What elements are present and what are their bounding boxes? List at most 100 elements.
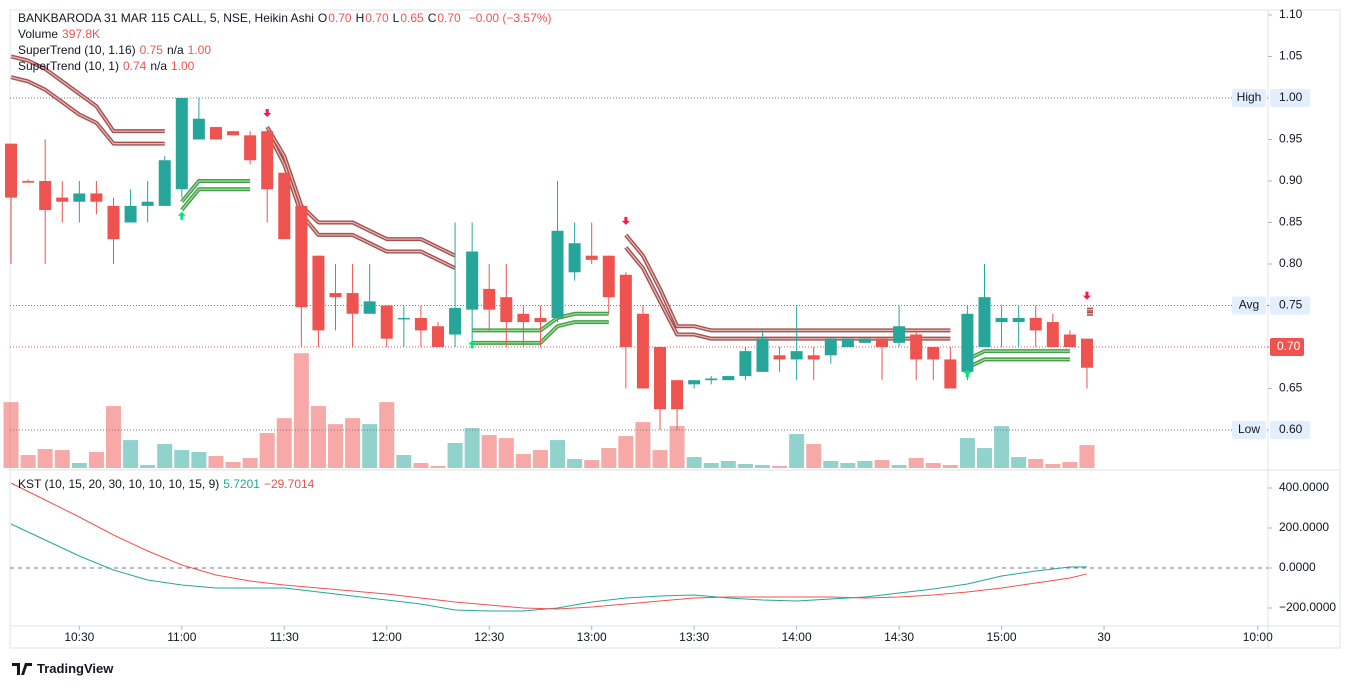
volume-bar xyxy=(1045,464,1061,468)
volume-bar xyxy=(71,462,87,468)
candle-body xyxy=(363,301,376,314)
brand: TradingView xyxy=(12,661,113,676)
volume-bar xyxy=(1079,445,1095,468)
buy-arrow xyxy=(468,340,477,349)
ohlc-value: 0.70 xyxy=(328,11,352,25)
volume-bar xyxy=(532,450,548,468)
candle-body xyxy=(688,380,701,385)
supertrend-value: 1.00 xyxy=(171,59,195,73)
candle-body xyxy=(124,205,137,223)
volume-bar xyxy=(601,448,617,468)
volume-bar xyxy=(789,434,805,468)
candle-body xyxy=(192,118,205,140)
volume-bar xyxy=(840,462,856,468)
volume-bar xyxy=(515,454,531,468)
y-tick-label: 200.0000 xyxy=(1279,520,1329,534)
kst-value: 5.7201 xyxy=(223,477,260,491)
x-tick-label: 15:00 xyxy=(987,630,1017,644)
volume-bar xyxy=(1011,457,1027,468)
volume-bar xyxy=(242,458,258,468)
level-name: Avg xyxy=(1239,298,1259,312)
level-name: High xyxy=(1237,90,1262,104)
level-value: 1.00 xyxy=(1279,90,1303,104)
candle-body xyxy=(927,346,940,360)
candle-body xyxy=(995,317,1008,323)
supertrend-value: n/a xyxy=(150,59,167,73)
volume-bar xyxy=(720,461,736,468)
candle-body xyxy=(175,97,188,190)
supertrend-down-core xyxy=(10,76,165,145)
candle-body xyxy=(107,205,120,240)
outer-border xyxy=(9,9,1341,649)
candle-body xyxy=(568,243,581,273)
supertrend-legend: SuperTrend (10, 1.16) 0.75 n/a 1.00 xyxy=(18,42,215,58)
candle-body xyxy=(807,355,820,360)
supertrend-value: n/a xyxy=(166,43,184,57)
y-tick-label: 0.0000 xyxy=(1279,560,1316,574)
candle-body xyxy=(790,351,803,360)
volume-bar xyxy=(874,460,890,468)
buy-arrow xyxy=(177,211,186,220)
y-tick-label: 0.80 xyxy=(1279,256,1303,270)
volume-bar xyxy=(310,406,326,468)
candle-body xyxy=(141,201,154,206)
volume-bar xyxy=(157,444,173,468)
candle-body xyxy=(483,288,496,310)
brand-text: TradingView xyxy=(37,661,114,676)
y-tick-label: 0.65 xyxy=(1279,381,1303,395)
volume-bar xyxy=(362,424,378,468)
candle-body xyxy=(910,334,923,360)
candle-body xyxy=(466,251,479,310)
candle-body xyxy=(705,378,718,381)
volume-bar xyxy=(3,402,19,468)
volume-last: 397.8K xyxy=(62,27,101,41)
candle-body xyxy=(73,193,86,202)
volume-bar xyxy=(959,438,975,468)
y-tick-label: 1.10 xyxy=(1279,7,1303,21)
candle-body xyxy=(56,197,69,202)
candle-body xyxy=(397,317,410,320)
ohlc-value: 0.70 xyxy=(437,11,461,25)
supertrend-up-core xyxy=(967,358,1070,369)
candle-body xyxy=(227,131,240,136)
candle-body xyxy=(978,297,991,347)
candle-body xyxy=(449,307,462,335)
volume-bar xyxy=(447,443,463,468)
volume-bar xyxy=(37,449,53,468)
y-tick-label: 1.05 xyxy=(1279,49,1303,63)
candle-body xyxy=(876,338,889,347)
y-tick-label: 400.0000 xyxy=(1279,480,1329,494)
volume-bar xyxy=(806,444,822,468)
volume-bar xyxy=(328,424,344,468)
ohlc-key: H xyxy=(355,11,365,25)
x-tick-label: 13:00 xyxy=(577,630,607,644)
kst-line xyxy=(10,482,1088,610)
supertrend-value: 0.74 xyxy=(122,59,147,73)
level-name: Low xyxy=(1238,422,1260,436)
level-value: 0.60 xyxy=(1279,422,1303,436)
candle-body xyxy=(602,255,615,298)
supertrend-name: SuperTrend (10, 1) xyxy=(18,59,119,73)
supertrend-up-core xyxy=(181,188,251,211)
x-tick-label: 12:00 xyxy=(372,630,402,644)
candle-body xyxy=(5,143,18,198)
y-tick-label: 0.90 xyxy=(1279,173,1303,187)
candle-body xyxy=(312,255,325,331)
volume-bar xyxy=(174,450,190,468)
supertrend-legends: SuperTrend (10, 1.16) 0.75 n/a 1.00 SuperTre… xyxy=(18,42,215,74)
level-value: 0.75 xyxy=(1279,298,1303,312)
candle-body xyxy=(585,255,598,260)
supertrend-down-core xyxy=(10,55,165,132)
candle-body xyxy=(636,313,649,389)
candle-body xyxy=(893,326,906,343)
volume-bar xyxy=(1028,459,1044,468)
candle-body xyxy=(841,338,854,347)
candle-body xyxy=(500,297,513,323)
volume-bar xyxy=(276,418,292,468)
supertrend-value: 0.75 xyxy=(139,43,163,57)
candle-body xyxy=(1029,317,1042,331)
candle-body xyxy=(722,376,735,381)
candle-body xyxy=(295,205,308,308)
